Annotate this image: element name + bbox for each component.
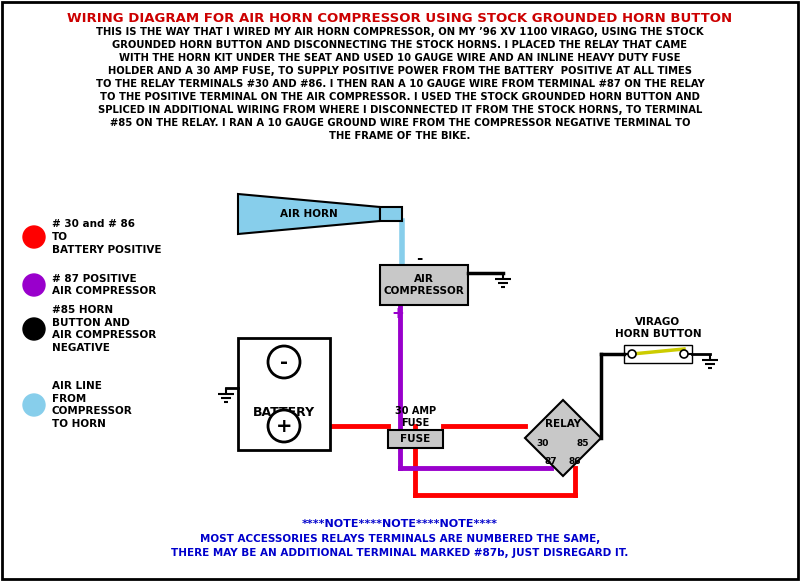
Text: -: -: [280, 353, 288, 371]
FancyBboxPatch shape: [380, 207, 402, 221]
Text: FUSE: FUSE: [400, 434, 430, 444]
Circle shape: [23, 274, 45, 296]
Text: ****NOTE****NOTE****NOTE****: ****NOTE****NOTE****NOTE****: [302, 519, 498, 529]
Text: # 30 and # 86
TO
BATTERY POSITIVE: # 30 and # 86 TO BATTERY POSITIVE: [52, 220, 162, 254]
Text: THIS IS THE WAY THAT I WIRED MY AIR HORN COMPRESSOR, ON MY ’96 XV 1100 VIRAGO, U: THIS IS THE WAY THAT I WIRED MY AIR HORN…: [96, 27, 704, 141]
Text: 30: 30: [537, 439, 549, 447]
Text: AIR
COMPRESSOR: AIR COMPRESSOR: [384, 274, 464, 296]
Circle shape: [628, 350, 636, 358]
Text: 85: 85: [577, 439, 590, 447]
Text: +: +: [392, 307, 404, 321]
Text: 30 AMP
FUSE: 30 AMP FUSE: [395, 406, 436, 428]
Text: BATTERY: BATTERY: [253, 406, 315, 418]
Text: VIRAGO
HORN BUTTON: VIRAGO HORN BUTTON: [614, 317, 702, 339]
FancyBboxPatch shape: [238, 338, 330, 450]
Polygon shape: [525, 400, 601, 476]
Text: 87: 87: [545, 457, 558, 467]
Text: RELAY: RELAY: [545, 419, 581, 429]
Circle shape: [268, 346, 300, 378]
Text: 86: 86: [569, 457, 582, 467]
Text: AIR LINE
FROM
COMPRESSOR
TO HORN: AIR LINE FROM COMPRESSOR TO HORN: [52, 381, 133, 429]
Text: # 87 POSITIVE
AIR COMPRESSOR: # 87 POSITIVE AIR COMPRESSOR: [52, 274, 156, 296]
FancyBboxPatch shape: [388, 430, 443, 448]
Polygon shape: [238, 194, 380, 234]
FancyBboxPatch shape: [380, 265, 468, 305]
FancyBboxPatch shape: [624, 345, 692, 363]
Text: WIRING DIAGRAM FOR AIR HORN COMPRESSOR USING STOCK GROUNDED HORN BUTTON: WIRING DIAGRAM FOR AIR HORN COMPRESSOR U…: [67, 12, 733, 25]
Text: #85 HORN
BUTTON AND
AIR COMPRESSOR
NEGATIVE: #85 HORN BUTTON AND AIR COMPRESSOR NEGAT…: [52, 305, 156, 353]
Text: MOST ACCESSORIES RELAYS TERMINALS ARE NUMBERED THE SAME,
THERE MAY BE AN ADDITIO: MOST ACCESSORIES RELAYS TERMINALS ARE NU…: [171, 535, 629, 558]
Text: -: -: [416, 250, 422, 266]
Circle shape: [23, 226, 45, 248]
Text: +: +: [276, 417, 292, 436]
Text: AIR HORN: AIR HORN: [280, 209, 338, 219]
Circle shape: [23, 394, 45, 416]
Circle shape: [680, 350, 688, 358]
Circle shape: [268, 410, 300, 442]
Circle shape: [23, 318, 45, 340]
